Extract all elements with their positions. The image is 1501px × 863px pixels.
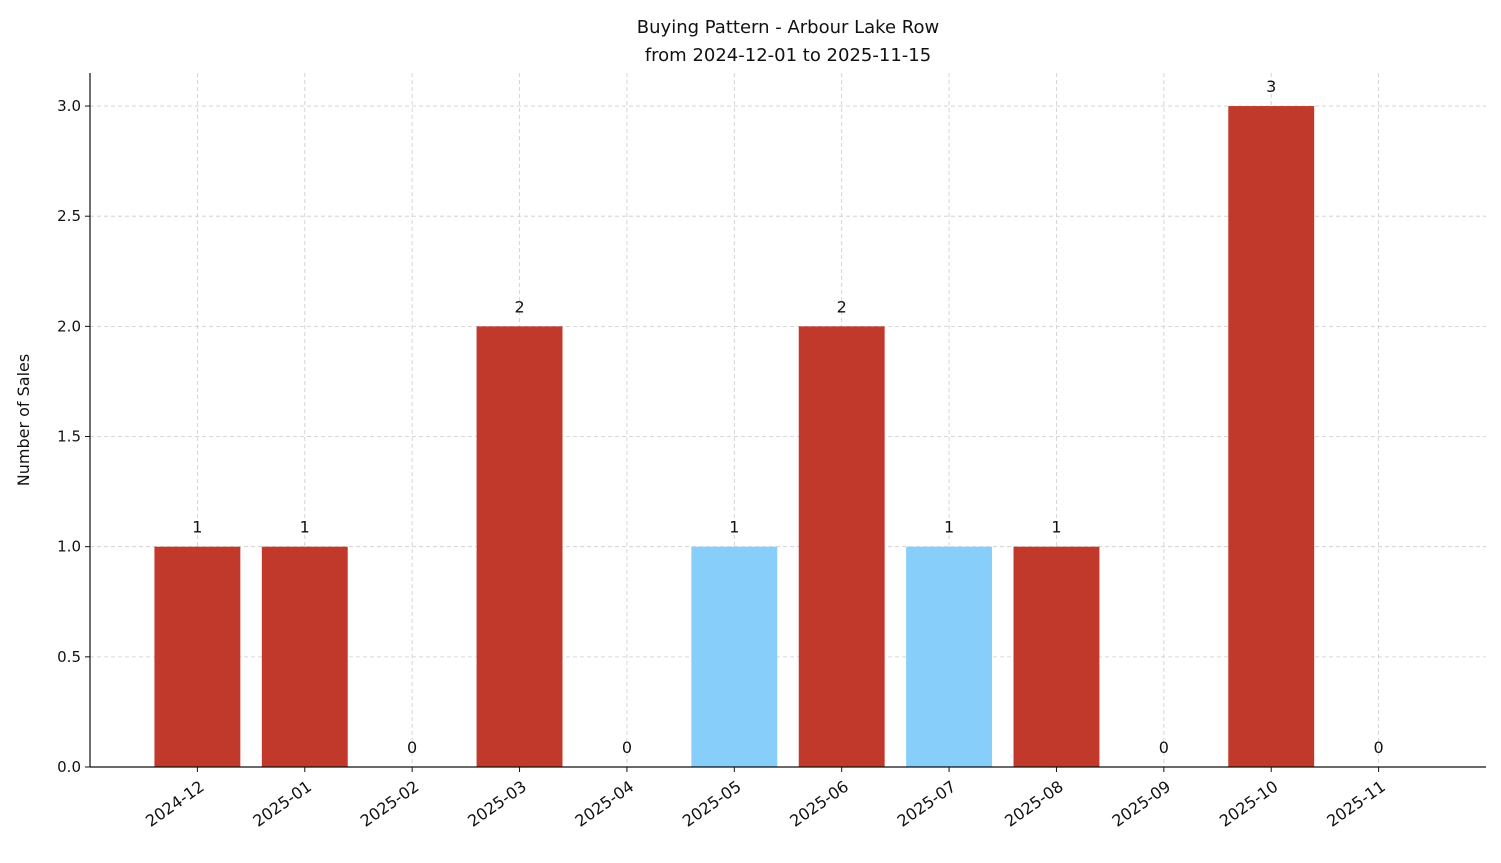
- y-tick-label: 2.0: [57, 317, 81, 335]
- value-label: 1: [1051, 518, 1061, 537]
- x-tick-label: 2025-05: [679, 777, 745, 831]
- bar: [906, 546, 993, 767]
- bar: [798, 326, 885, 767]
- value-label: 3: [1266, 77, 1276, 96]
- x-tick-label: 2025-08: [1001, 777, 1067, 831]
- value-label: 2: [837, 297, 847, 316]
- value-label: 0: [407, 738, 417, 757]
- value-label: 1: [192, 518, 202, 537]
- y-tick-label: 2.5: [57, 207, 81, 225]
- x-tick-label: 2025-09: [1108, 777, 1174, 831]
- bar: [691, 546, 778, 767]
- x-tick-label: 2025-10: [1216, 777, 1282, 831]
- value-label: 1: [729, 518, 739, 537]
- y-tick-label: 1.5: [57, 428, 81, 446]
- value-label: 0: [1159, 738, 1169, 757]
- value-label: 0: [1374, 738, 1384, 757]
- bar: [1228, 106, 1315, 768]
- y-tick-label: 0.0: [57, 758, 81, 776]
- y-axis-label: Number of Sales: [14, 354, 33, 486]
- bar: [154, 546, 241, 767]
- x-tick-label: 2025-06: [786, 777, 852, 831]
- y-tick-label: 1.0: [57, 538, 81, 556]
- value-label: 0: [622, 738, 632, 757]
- x-tick-label: 2024-12: [142, 777, 208, 831]
- bar: [476, 326, 563, 767]
- x-tick-label: 2025-04: [572, 777, 638, 831]
- y-tick-label: 3.0: [57, 97, 81, 115]
- chart-title: Buying Pattern - Arbour Lake Row: [637, 17, 939, 38]
- bar: [1013, 546, 1100, 767]
- x-tick-label: 2025-03: [464, 777, 530, 831]
- x-tick-label: 2025-07: [894, 777, 960, 831]
- x-tick-label: 2025-11: [1323, 777, 1389, 831]
- value-label: 1: [944, 518, 954, 537]
- x-tick-label: 2025-01: [249, 777, 315, 831]
- bar: [261, 546, 348, 767]
- y-tick-label: 0.5: [57, 648, 81, 666]
- value-label: 1: [300, 518, 310, 537]
- chart-subtitle: from 2024-12-01 to 2025-11-15: [645, 45, 931, 66]
- value-label: 2: [514, 297, 524, 316]
- x-tick-label: 2025-02: [357, 777, 423, 831]
